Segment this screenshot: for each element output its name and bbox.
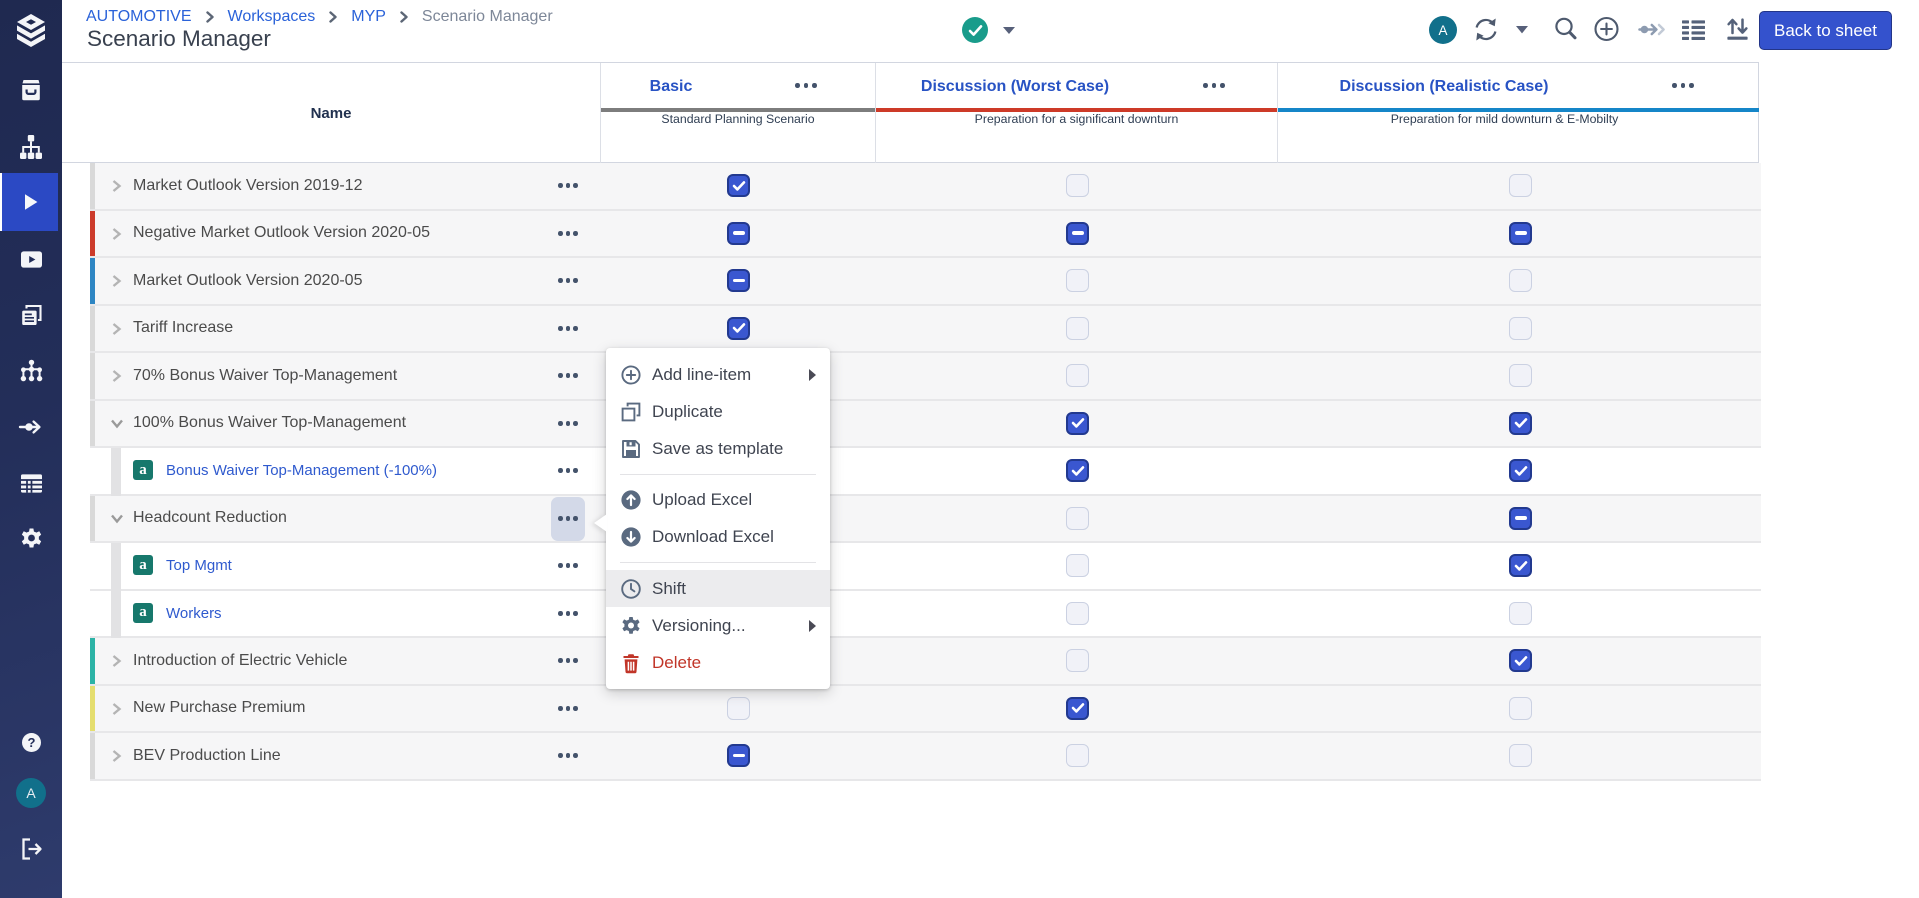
svg-text:?: ? [27, 735, 35, 750]
